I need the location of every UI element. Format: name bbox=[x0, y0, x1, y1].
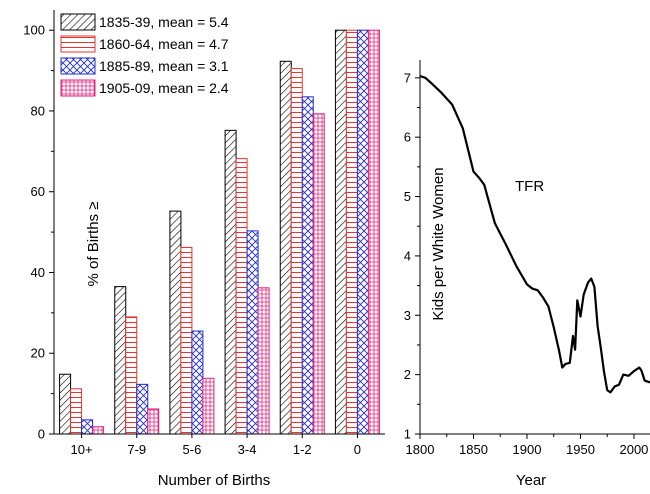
y-tick-group: 1 2 3 4 5 6 7 bbox=[404, 70, 420, 442]
bar-7-9-series-3 bbox=[147, 408, 160, 435]
x-tick-label: 10+ bbox=[71, 442, 93, 457]
x-tick-label: 1900 bbox=[513, 442, 542, 457]
bar-5-6-series-2 bbox=[191, 330, 204, 435]
x-tick-label: 1800 bbox=[406, 442, 435, 457]
bar-7-9-series-1 bbox=[125, 316, 138, 435]
bar-10+-series-2 bbox=[81, 419, 94, 435]
x-tick-label: 3-4 bbox=[238, 442, 257, 457]
tfr-line-chart: 1 2 3 4 5 6 7 1800 1850 1900 1950 2000 TFR Year Ki… bbox=[404, 60, 650, 489]
y-tick-label: 2 bbox=[404, 367, 411, 382]
x-tick-label: 1850 bbox=[459, 442, 488, 457]
x-tick-label: 7-9 bbox=[127, 442, 146, 457]
y-tick-label: 6 bbox=[404, 130, 411, 145]
bar-3-4-series-1 bbox=[235, 158, 248, 435]
y-tick-label: 80 bbox=[31, 103, 45, 118]
bar-5-6-series-1 bbox=[180, 246, 193, 435]
y-tick-label: 20 bbox=[31, 346, 45, 361]
bar-10+-series-1 bbox=[70, 388, 83, 435]
y-axis-title: Kids per White Women bbox=[430, 167, 447, 320]
bar-7-9-series-0 bbox=[114, 286, 127, 435]
y-tick-label: 100 bbox=[23, 23, 45, 38]
legend-swatch-1835 bbox=[60, 13, 96, 31]
bar-5-6-series-3 bbox=[202, 377, 215, 435]
x-tick-label: 2000 bbox=[619, 442, 648, 457]
legend-swatch-1860 bbox=[60, 35, 96, 53]
legend: 1835-39, mean = 5.4 1860-64, mean = 4.7 … bbox=[60, 13, 229, 97]
tfr-annotation: TFR bbox=[515, 178, 544, 195]
bar-7-9-series-2 bbox=[136, 383, 149, 435]
y-tick-label: 3 bbox=[404, 308, 411, 323]
legend-label-1835: 1835-39, mean = 5.4 bbox=[99, 14, 229, 30]
y-tick-label: 7 bbox=[404, 70, 411, 85]
bar-0-series-3 bbox=[367, 29, 380, 435]
bar-1-2-series-0 bbox=[279, 60, 292, 435]
legend-swatch-1885 bbox=[60, 57, 96, 75]
bar-0-series-2 bbox=[356, 29, 369, 435]
x-tick-group: 1800 1850 1900 1950 2000 bbox=[406, 434, 648, 457]
x-tick-group: 10+ 7-9 5-6 3-4 1-2 0 bbox=[71, 434, 361, 457]
bar-5-6-series-0 bbox=[169, 210, 182, 435]
legend-label-1885: 1885-89, mean = 3.1 bbox=[99, 58, 229, 74]
legend-label-1860: 1860-64, mean = 4.7 bbox=[99, 36, 229, 52]
x-axis-title: Year bbox=[516, 472, 546, 489]
y-tick-label: 40 bbox=[31, 265, 45, 280]
bar-3-4-series-2 bbox=[246, 230, 259, 435]
bar-1-2-series-3 bbox=[312, 113, 325, 435]
x-tick-label: 1-2 bbox=[293, 442, 312, 457]
y-tick-label: 60 bbox=[31, 184, 45, 199]
bar-1-2-series-1 bbox=[290, 68, 303, 435]
y-tick-label: 5 bbox=[404, 189, 411, 204]
y-tick-label: 1 bbox=[404, 427, 411, 442]
y-tick-label: 0 bbox=[38, 427, 45, 442]
x-tick-label: 1950 bbox=[566, 442, 595, 457]
bar-10+-series-3 bbox=[92, 426, 105, 435]
legend-swatch-1905 bbox=[60, 79, 96, 97]
bar-group bbox=[59, 29, 380, 435]
x-tick-label: 0 bbox=[354, 442, 361, 457]
births-bar-chart: 0 20 40 60 80 100 10+ 7-9 5-6 3-4 1-2 0 Number of … bbox=[23, 10, 385, 489]
bar-0-series-1 bbox=[345, 29, 358, 435]
x-axis-title: Number of Births bbox=[158, 472, 271, 489]
x-tick-label: 5-6 bbox=[183, 442, 202, 457]
tfr-series-line bbox=[419, 74, 650, 394]
bar-1-2-series-2 bbox=[301, 96, 314, 435]
y-axis-title: % of Births ≥ bbox=[85, 202, 102, 287]
y-tick-group: 0 20 40 60 80 100 bbox=[23, 23, 54, 442]
bar-3-4-series-0 bbox=[224, 129, 237, 435]
bar-0-series-0 bbox=[334, 29, 347, 435]
legend-label-1905: 1905-09, mean = 2.4 bbox=[99, 80, 229, 96]
bar-3-4-series-3 bbox=[257, 287, 270, 435]
y-tick-label: 4 bbox=[404, 248, 411, 263]
bar-10+-series-0 bbox=[59, 373, 72, 435]
